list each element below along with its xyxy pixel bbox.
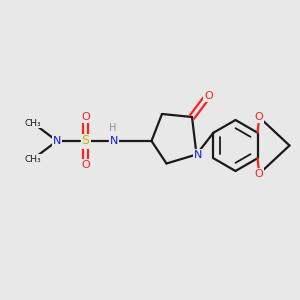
Text: O: O bbox=[204, 91, 213, 101]
Text: N: N bbox=[194, 149, 202, 160]
Text: O: O bbox=[81, 112, 90, 122]
Text: CH₃: CH₃ bbox=[25, 154, 41, 164]
Text: N: N bbox=[53, 136, 61, 146]
Text: S: S bbox=[82, 134, 89, 148]
Text: N: N bbox=[110, 136, 118, 146]
Text: O: O bbox=[255, 112, 264, 122]
Text: O: O bbox=[81, 160, 90, 170]
Text: CH₃: CH₃ bbox=[25, 118, 41, 127]
Text: O: O bbox=[255, 169, 264, 179]
Text: H: H bbox=[109, 123, 116, 134]
